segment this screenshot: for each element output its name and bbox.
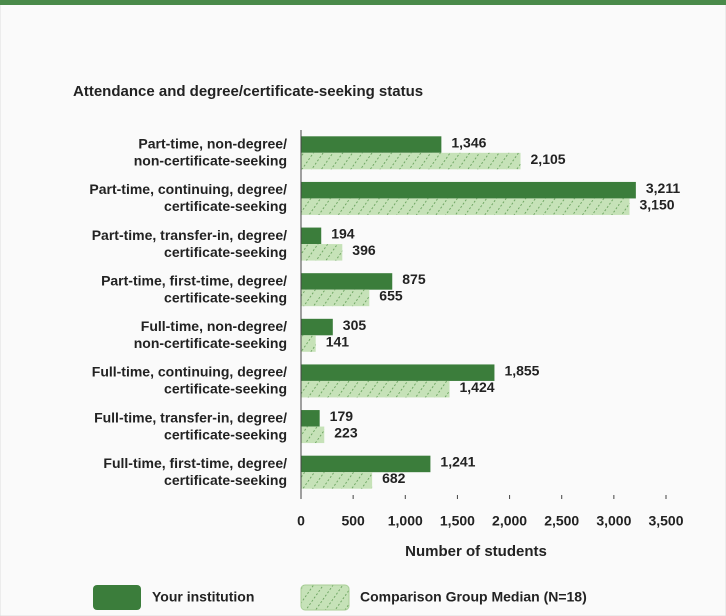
y-tick-label: Part-time, continuing, degree/ — [89, 181, 287, 197]
chart-title: Attendance and degree/certificate-seekin… — [73, 83, 423, 100]
bar — [301, 227, 322, 245]
bar — [301, 364, 495, 381]
data-label: 141 — [326, 333, 350, 349]
bar — [301, 380, 450, 398]
bar — [301, 426, 325, 444]
data-label: 655 — [379, 288, 403, 304]
x-tick-label: 3,500 — [648, 513, 683, 529]
data-label: 305 — [343, 317, 367, 333]
bar — [301, 318, 333, 336]
data-label: 179 — [330, 408, 354, 424]
bar — [301, 289, 370, 307]
y-tick-label: certificate-seeking — [164, 244, 287, 260]
data-label: 1,241 — [440, 454, 475, 470]
data-label: 1,855 — [504, 362, 539, 378]
y-tick-label: Full-time, first-time, degree/ — [103, 455, 287, 471]
y-tick-label: Full-time, continuing, degree/ — [92, 364, 287, 380]
bar — [301, 152, 521, 170]
data-label: 1,424 — [460, 379, 495, 395]
x-axis-label: Number of students — [405, 543, 547, 560]
bar — [301, 455, 431, 473]
x-tick-label: 0 — [297, 513, 305, 529]
y-tick-label: certificate-seeking — [164, 472, 287, 488]
y-tick-label: Part-time, first-time, degree/ — [101, 272, 287, 288]
x-tick-label: 500 — [341, 513, 365, 529]
x-tick-label: 1,500 — [440, 513, 475, 529]
y-tick-label: Part-time, transfer-in, degree/ — [92, 227, 287, 243]
legend-swatch — [93, 585, 141, 610]
bar — [301, 410, 320, 427]
data-label: 3,211 — [646, 180, 680, 196]
y-tick-label: Full-time, non-degree/ — [141, 318, 287, 334]
top-band — [0, 0, 726, 5]
data-label: 682 — [382, 470, 406, 486]
y-tick-label: certificate-seeking — [164, 289, 287, 305]
bar — [301, 198, 630, 215]
bar — [301, 136, 442, 153]
data-label: 194 — [331, 226, 355, 242]
data-label: 223 — [334, 425, 358, 441]
data-label: 2,105 — [531, 151, 566, 167]
bar — [301, 244, 343, 261]
bar — [301, 181, 636, 199]
data-label: 396 — [352, 242, 376, 258]
data-label: 875 — [402, 271, 426, 287]
x-tick-label: 3,000 — [596, 513, 631, 529]
y-tick-label: Part-time, non-degree/ — [138, 136, 287, 152]
x-tick-label: 1,000 — [388, 513, 423, 529]
y-tick-label: non-certificate-seeking — [134, 335, 287, 351]
data-label: 1,346 — [451, 134, 486, 150]
bar — [301, 335, 316, 352]
bar — [301, 472, 373, 489]
x-tick-label: 2,000 — [492, 513, 527, 529]
bar — [301, 273, 393, 290]
y-tick-label: certificate-seeking — [164, 381, 287, 397]
data-label: 3,150 — [640, 196, 675, 212]
legend-swatch — [300, 584, 350, 611]
y-tick-label: certificate-seeking — [164, 198, 287, 214]
legend-label: Your institution — [152, 589, 254, 605]
y-tick-label: Full-time, transfer-in, degree/ — [94, 409, 287, 425]
y-tick-label: certificate-seeking — [164, 426, 287, 442]
y-tick-label: non-certificate-seeking — [134, 153, 287, 169]
x-tick-label: 2,500 — [544, 513, 579, 529]
legend-label: Comparison Group Median (N=18) — [360, 589, 587, 605]
